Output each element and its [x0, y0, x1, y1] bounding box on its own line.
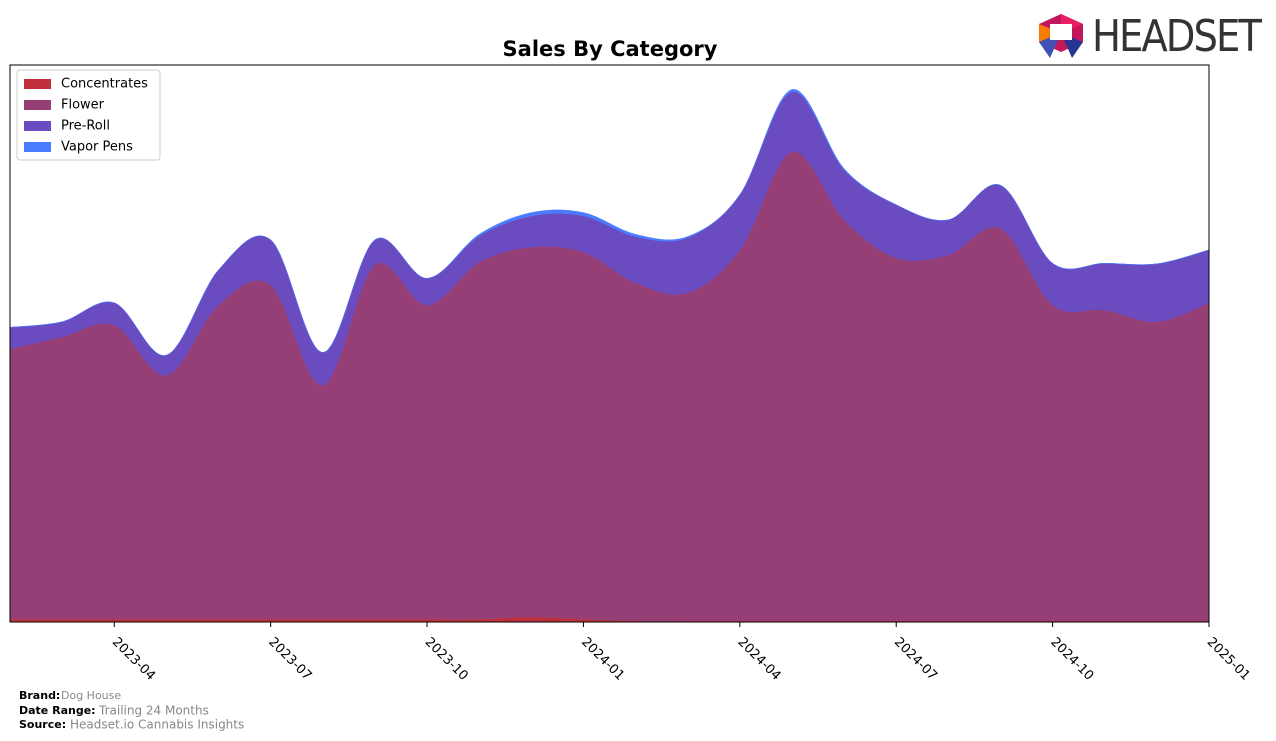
legend-swatch	[24, 79, 51, 89]
footer-label: Source:	[19, 718, 66, 731]
footer-value: Trailing 24 Months	[98, 704, 209, 718]
legend-label: Pre-Roll	[61, 119, 110, 134]
logo-text: HEADSET	[1092, 11, 1263, 62]
legend-swatch	[24, 100, 51, 110]
plot	[9, 89, 1210, 623]
x-tick-label: 2024-10	[1047, 635, 1096, 684]
legend-label: Concentrates	[61, 77, 148, 92]
footer-label: Date Range:	[19, 704, 96, 717]
x-tick-label: 2023-04	[109, 635, 158, 684]
legend: Concentrates Flower Pre-Roll Vapor Pens	[16, 69, 161, 161]
x-tick-label: 2023-10	[422, 635, 471, 684]
legend-label: Vapor Pens	[61, 140, 133, 155]
x-tick-label: 2024-07	[891, 635, 940, 684]
area	[9, 151, 1210, 622]
chart-title: Sales By Category	[503, 37, 718, 61]
footer-value: Dog House	[61, 689, 121, 702]
logo: HEADSET	[1039, 11, 1265, 62]
x-tick-label: 2023-07	[265, 635, 314, 684]
footer-value: Headset.io Cannabis Insights	[70, 718, 244, 732]
logo-mark	[1050, 24, 1072, 40]
legend-swatch	[24, 142, 51, 152]
x-tick-label: 2025-01	[1204, 635, 1253, 684]
legend-swatch	[24, 121, 51, 131]
footer-label: Brand:	[19, 689, 60, 702]
legend-label: Flower	[61, 98, 105, 113]
x-tick-label: 2024-04	[735, 635, 784, 684]
legend-box	[16, 69, 161, 161]
x-tick-label: 2024-01	[578, 635, 627, 684]
plot-frame	[9, 64, 1210, 623]
